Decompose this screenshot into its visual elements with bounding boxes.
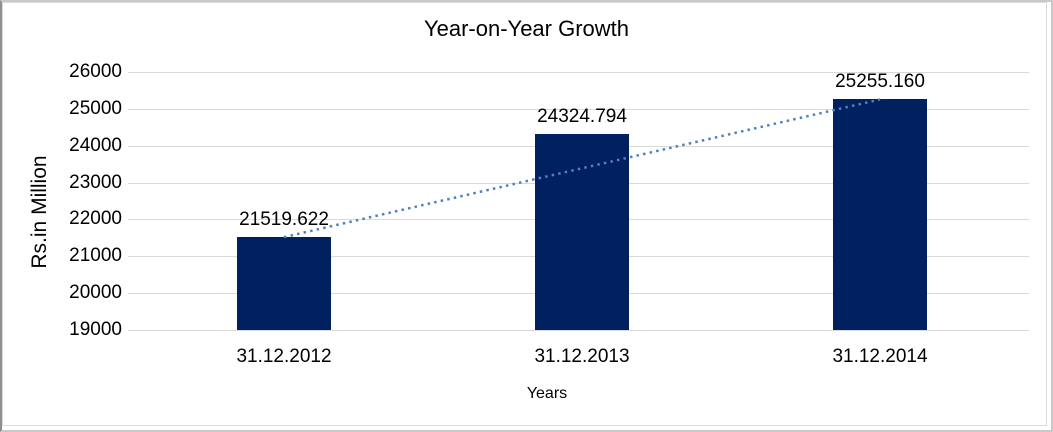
x-tick-label: 31.12.2012 [236,346,332,367]
y-tick-label: 23000 [69,171,122,193]
y-tick-label: 19000 [69,319,122,340]
y-tick-label: 20000 [69,282,122,304]
x-tick-label: 31.12.2014 [832,346,928,367]
y-tick-label: 22000 [69,208,122,230]
y-tick-label: 26000 [69,61,122,82]
x-tick-label: 31.12.2013 [534,346,630,367]
chart-title: Year-on-Year Growth [423,16,630,41]
bar-data-label: 25255.160 [835,71,925,93]
gridline [128,330,1029,331]
x-axis-title: Years [526,385,568,402]
bar [833,99,927,330]
plot-area: 21519.622 31.12.2012 24324.794 31.12.2013 25… [128,71,1029,367]
bar-data-label: 24324.794 [537,105,627,127]
y-tick-label: 25000 [69,97,122,119]
y-tick-label: 21000 [69,245,122,267]
bar [237,237,331,330]
bar [535,133,629,330]
y-tick-label: 24000 [69,134,122,156]
gridline [128,72,1029,73]
bar-data-label: 21519.622 [239,209,329,231]
